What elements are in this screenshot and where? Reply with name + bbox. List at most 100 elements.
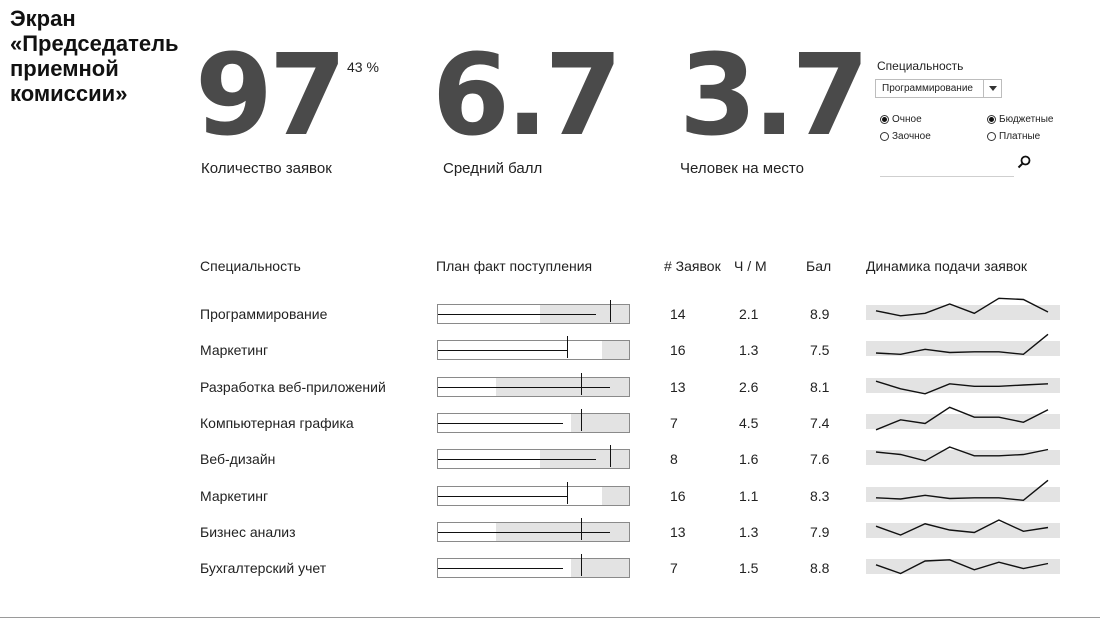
- bullet-range: [571, 414, 629, 432]
- radio-paid[interactable]: Платные: [987, 131, 1040, 142]
- plan-fact-bullet: [437, 300, 630, 324]
- row-specialty: Маркетинг: [200, 488, 269, 504]
- dynamics-sparkline: [866, 519, 1060, 538]
- sparkline-line: [875, 406, 1049, 431]
- divider: [0, 617, 1100, 618]
- sparkline-line: [875, 446, 1049, 462]
- radio-indicator[interactable]: [880, 115, 889, 124]
- row-per-place: 4.5: [739, 415, 759, 431]
- radio-budget[interactable]: Бюджетные: [987, 114, 1053, 125]
- row-per-place: 1.3: [739, 524, 759, 540]
- row-applications: 13: [670, 524, 686, 540]
- row-applications: 16: [670, 342, 686, 358]
- bullet-target: [581, 409, 582, 431]
- sparkline-line: [875, 479, 1049, 502]
- dynamics-sparkline: [866, 297, 1060, 320]
- row-score: 7.9: [810, 524, 830, 540]
- sparkline-line: [875, 380, 1049, 395]
- header-plan-fact: План факт поступления: [436, 258, 593, 274]
- dynamics-sparkline: [866, 378, 1060, 395]
- header-per-place: Ч / М: [734, 258, 767, 274]
- sparkline-band: [866, 523, 1060, 538]
- row-specialty: Разработка веб-приложений: [200, 379, 386, 395]
- bullet-target: [610, 300, 611, 322]
- sparkline-line: [875, 519, 1049, 536]
- kpi-applications-percent: 43 %: [347, 59, 379, 75]
- dynamics-sparkline: [866, 406, 1060, 431]
- radio-full-time-label: Очное: [892, 114, 922, 125]
- radio-part-time[interactable]: Заочное: [880, 131, 931, 142]
- radio-indicator[interactable]: [987, 115, 996, 124]
- plan-fact-bullet: [437, 445, 630, 469]
- header-applications: # Заявок: [664, 258, 721, 274]
- kpi-avg-score-label: Средний балл: [443, 160, 543, 177]
- sparkline-band: [866, 305, 1060, 320]
- row-score: 8.8: [810, 560, 830, 576]
- row-per-place: 1.1: [739, 488, 759, 504]
- row-per-place: 1.3: [739, 342, 759, 358]
- row-score: 8.9: [810, 306, 830, 322]
- sparkline-line: [875, 333, 1049, 356]
- bullet-actual: [438, 496, 567, 497]
- sparkline-band: [866, 450, 1060, 465]
- dynamics-sparkline: [866, 446, 1060, 465]
- header-dynamics: Динамика подачи заявок: [866, 258, 1028, 274]
- dynamics-sparkline: [866, 479, 1060, 502]
- bullet-range: [602, 341, 629, 359]
- row-per-place: 2.1: [739, 306, 759, 322]
- row-applications: 8: [670, 451, 678, 467]
- bullet-actual: [438, 532, 610, 533]
- plan-fact-bullet: [437, 518, 630, 542]
- radio-paid-label: Платные: [999, 131, 1041, 142]
- bullet-actual: [438, 350, 567, 351]
- dynamics-sparkline: [866, 333, 1060, 356]
- sparkline-band: [866, 414, 1060, 429]
- kpi-applications-label: Количество заявок: [201, 160, 332, 177]
- bullet-target: [567, 482, 568, 504]
- kpi-avg-score-value: 6.7: [432, 31, 622, 161]
- sparkline-line: [875, 559, 1049, 575]
- dynamics-sparkline: [866, 559, 1060, 575]
- search-input[interactable]: [880, 156, 1014, 177]
- sparkline-band: [866, 559, 1060, 574]
- bullet-target: [581, 373, 582, 395]
- row-applications: 7: [670, 415, 678, 431]
- bullet-range: [602, 487, 629, 505]
- bullet-target: [567, 336, 568, 358]
- row-applications: 16: [670, 488, 686, 504]
- row-specialty: Бизнес анализ: [200, 524, 296, 540]
- plan-fact-bullet: [437, 409, 630, 433]
- kpi-per-place-label: Человек на место: [680, 160, 804, 177]
- bullet-actual: [438, 387, 610, 388]
- radio-indicator[interactable]: [987, 132, 996, 141]
- bullet-range: [571, 559, 629, 577]
- bullet-actual: [438, 423, 563, 424]
- kpi-applications-value: 97: [195, 31, 347, 161]
- radio-full-time[interactable]: Очное: [880, 114, 922, 125]
- header-specialty: Специальность: [200, 258, 301, 274]
- sparkline-band: [866, 341, 1060, 356]
- row-per-place: 1.5: [739, 560, 759, 576]
- row-specialty: Компьютерная графика: [200, 415, 354, 431]
- plan-fact-bullet: [437, 336, 630, 360]
- bullet-actual: [438, 314, 596, 315]
- sparkline-line: [875, 297, 1049, 317]
- plan-fact-bullet: [437, 373, 630, 397]
- row-score: 7.5: [810, 342, 830, 358]
- row-applications: 7: [670, 560, 678, 576]
- bullet-actual: [438, 459, 596, 460]
- chevron-down-icon[interactable]: [983, 80, 1001, 97]
- specialty-select[interactable]: Программирование: [875, 79, 1002, 98]
- radio-budget-label: Бюджетные: [999, 114, 1054, 125]
- search-icon[interactable]: [1017, 155, 1031, 169]
- bullet-target: [581, 518, 582, 540]
- row-applications: 14: [670, 306, 686, 322]
- row-specialty: Веб-дизайн: [200, 451, 276, 467]
- row-score: 7.4: [810, 415, 830, 431]
- radio-indicator[interactable]: [880, 132, 889, 141]
- row-per-place: 1.6: [739, 451, 759, 467]
- plan-fact-bullet: [437, 482, 630, 506]
- specialty-filter-title: Специальность: [877, 59, 964, 73]
- row-score: 8.3: [810, 488, 830, 504]
- plan-fact-bullet: [437, 554, 630, 578]
